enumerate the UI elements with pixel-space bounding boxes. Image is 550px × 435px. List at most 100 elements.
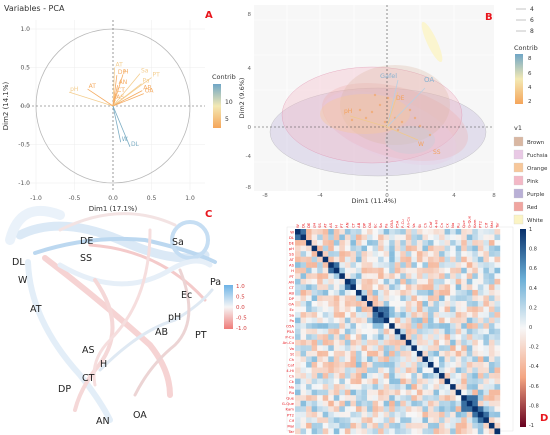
heatmap-cell — [461, 345, 467, 352]
heatmap-column-label: Mal — [489, 221, 494, 228]
heatmap-cell — [411, 395, 418, 401]
heatmap-cell — [411, 328, 418, 335]
heatmap-cell — [461, 334, 467, 341]
heatmap-cell — [333, 289, 340, 296]
heatmap-cell — [477, 229, 484, 235]
heatmap-cell — [439, 428, 445, 435]
heatmap-cell — [400, 289, 407, 296]
heatmap-cell — [333, 262, 340, 268]
heatmap-cell — [488, 367, 495, 374]
heatmap-cell — [322, 389, 329, 396]
heatmap-cell — [483, 406, 490, 413]
heatmap-cell — [322, 373, 329, 379]
heatmap-cell — [367, 317, 373, 324]
heatmap-cell — [477, 301, 484, 307]
edge-self-loop-sa — [170, 220, 210, 260]
heatmap-cell — [300, 278, 307, 285]
heatmap-cell — [405, 251, 412, 257]
heatmap-cell — [300, 384, 307, 390]
heatmap-cell — [411, 422, 418, 429]
network-colorbar-tick: -1.0 — [236, 326, 247, 332]
variable-label: AN — [119, 79, 128, 86]
heatmap-cell — [394, 229, 401, 235]
heatmap-cell — [433, 350, 440, 357]
heatmap-cell — [488, 400, 495, 407]
heatmap-cell — [444, 356, 451, 363]
heatmap-cell — [295, 328, 301, 335]
heatmap-cell — [483, 417, 490, 424]
heatmap-cell — [477, 422, 484, 429]
heatmap-cell — [300, 422, 307, 429]
heatmap-cell — [494, 400, 501, 407]
group-legend-label: White — [527, 218, 544, 224]
heatmap-cell — [333, 378, 340, 385]
heatmap-cell — [300, 240, 307, 246]
heatmap-cell — [383, 400, 390, 407]
heatmap-column-label: Kam — [472, 219, 477, 228]
heatmap-cell — [472, 284, 479, 291]
heatmap-cell — [295, 373, 301, 379]
heatmap-row-label: AT — [289, 257, 294, 262]
panel-b-x-tick-label: -4 — [317, 193, 323, 199]
heatmap-cell — [494, 240, 501, 246]
heatmap-cell — [300, 334, 307, 341]
heatmap-cell — [488, 284, 495, 291]
heatmap-cell — [405, 245, 412, 252]
heatmap-cell — [322, 256, 329, 263]
heatmap-cell — [394, 328, 401, 335]
heatmap-cell — [422, 278, 429, 285]
heatmap-cell — [361, 284, 368, 291]
heatmap-row-label: PT — [289, 274, 294, 279]
heatmap-cell — [389, 301, 395, 307]
heatmap-cell — [367, 400, 373, 407]
heatmap-cell — [322, 384, 329, 390]
heatmap-cell — [367, 361, 373, 368]
heatmap-cell — [411, 350, 418, 357]
heatmap-cell — [322, 317, 329, 324]
heatmap-cell — [450, 378, 456, 385]
heatmap-cell — [383, 334, 390, 341]
heatmap-cell — [367, 389, 373, 396]
heatmap-cell — [383, 256, 390, 263]
heatmap-cell — [439, 234, 445, 241]
network-node-label: H — [100, 359, 107, 370]
heatmap-cell — [295, 411, 301, 418]
heatmap-cell — [355, 367, 362, 374]
heatmap-cell — [461, 339, 467, 346]
heatmap-cell — [433, 345, 440, 352]
heatmap-cell — [344, 240, 351, 246]
network-node-label: AT — [30, 304, 42, 315]
heatmap-cell — [328, 384, 334, 390]
heatmap-cell — [295, 422, 301, 429]
heatmap-cell — [295, 361, 301, 368]
heatmap-cell — [339, 389, 346, 396]
heatmap-cell — [433, 306, 440, 313]
heatmap-cell — [317, 384, 323, 390]
heatmap-cell — [372, 284, 379, 291]
heatmap-cell — [439, 350, 445, 357]
heatmap-cell — [339, 417, 346, 424]
heatmap-cell — [317, 422, 323, 429]
heatmap-cell — [472, 234, 479, 241]
heatmap-cell — [383, 395, 390, 401]
heatmap-cell — [455, 428, 462, 435]
heatmap-cell — [477, 289, 484, 296]
heatmap-cell — [450, 411, 456, 418]
network-node-label: W — [18, 275, 28, 286]
heatmap-cell — [466, 378, 473, 385]
heatmap-column-labels: W DL DE pH SS AT AS H PT AN CT AB DP OA Ec Sa Pa O5A P5A P-… — [295, 215, 499, 229]
heatmap-cell — [444, 267, 451, 274]
heatmap-column-label: Ch — [422, 222, 427, 228]
heatmap-cell — [350, 317, 357, 324]
heatmap-cell — [483, 284, 490, 291]
heatmap-cell — [306, 395, 312, 401]
heatmap-cell — [306, 234, 312, 241]
heatmap-cell — [444, 406, 451, 413]
heatmap-cell — [372, 339, 379, 346]
heatmap-cell — [306, 295, 312, 302]
heatmap-cell — [355, 389, 362, 396]
heatmap-cell — [317, 267, 323, 274]
heatmap-cell — [389, 317, 395, 324]
panel-a-y-tick-label: -0.5 — [18, 142, 30, 149]
heatmap-cell — [350, 251, 357, 257]
